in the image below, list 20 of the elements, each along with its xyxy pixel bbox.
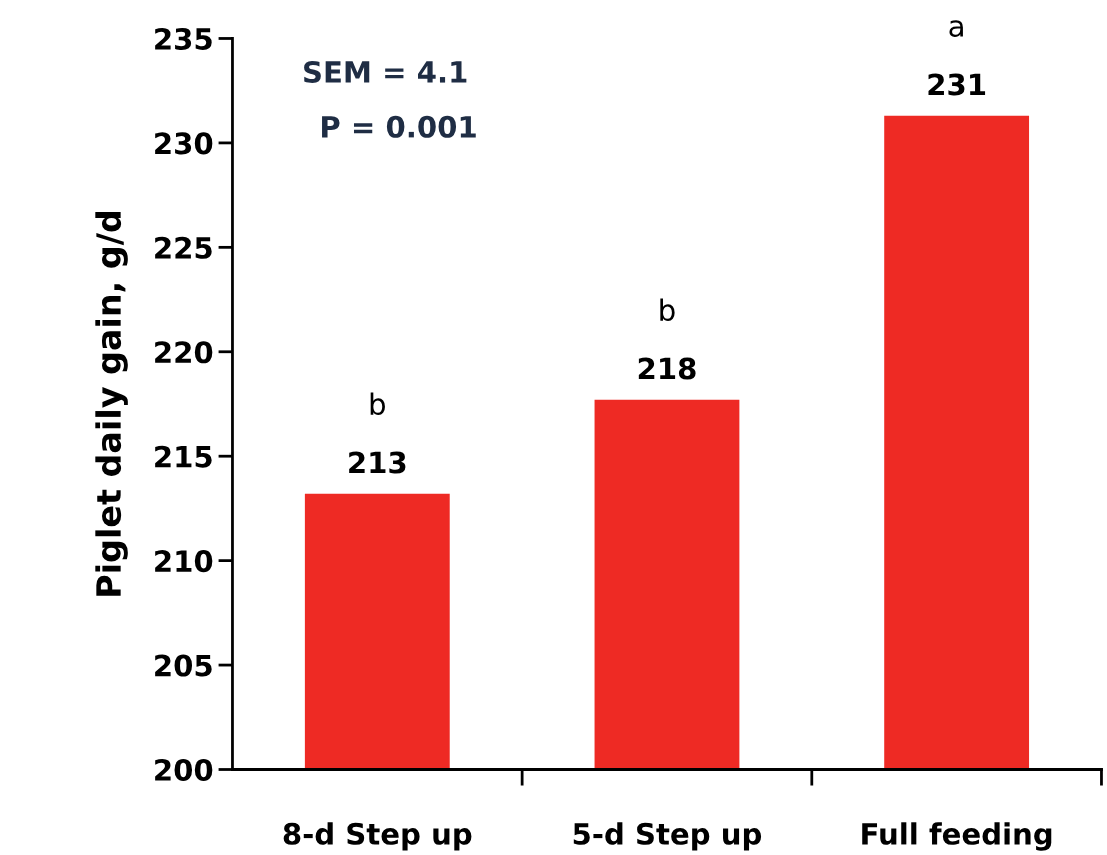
data-label: 231 [928, 73, 986, 96]
annotation: SEM = 4.1 [304, 60, 467, 83]
y-tick-label: 200 [155, 758, 213, 781]
y-tick-label: 235 [155, 27, 212, 50]
x-tick-label: 5-d Step up [573, 822, 762, 851]
y-tick-label: 215 [155, 445, 212, 468]
y-tick-label: 225 [155, 236, 212, 259]
x-tick-label: 8-d Step up [283, 822, 472, 851]
data-label: 218 [638, 357, 696, 380]
annotation: b [660, 298, 675, 322]
y-tick-label: 230 [155, 132, 213, 155]
data-label: 213 [349, 451, 406, 474]
y-tick-label: 205 [155, 654, 212, 677]
y-tick-label: 210 [155, 550, 213, 573]
annotation: P = 0.001 [322, 115, 476, 138]
annotation: a [949, 20, 963, 37]
y-tick-label: 220 [155, 341, 213, 364]
x-tick-label: Full feeding [862, 822, 1052, 851]
annotation: b [370, 392, 385, 416]
y-axis-title: Piglet daily gain, g/d [95, 212, 128, 596]
